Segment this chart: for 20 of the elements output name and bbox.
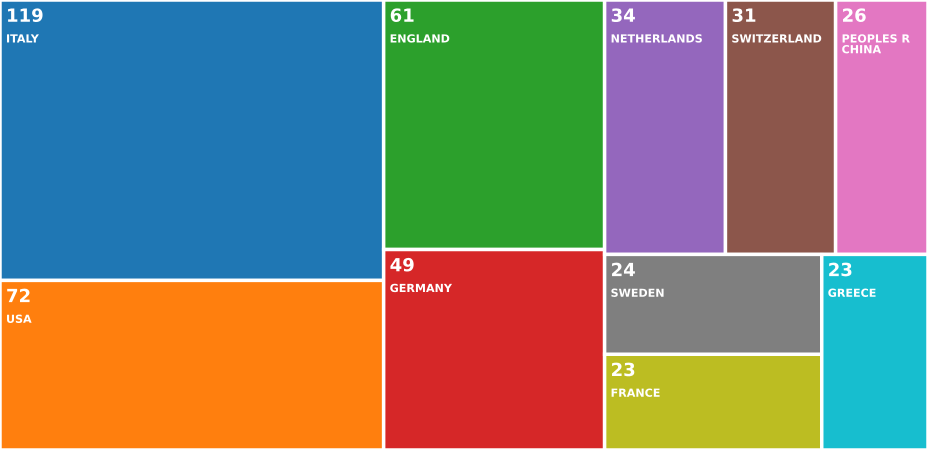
data-label: 23 [829,262,852,276]
data-label: 61 [390,8,414,22]
data-label: 31 [732,8,756,22]
data-label: 26 [843,8,866,22]
category-label: ITALY [7,34,39,42]
data-label: 49 [390,258,414,272]
category-label: SWEDEN [611,288,664,297]
category-label: FRANCE [612,388,660,397]
category-label: GERMANY [390,284,452,292]
data-label: 119 [8,8,43,22]
category-label: ENGLAND [390,34,450,43]
category-label: NETHERLANDS [612,34,702,43]
category-label: PEOPLES R CHINA [842,34,910,54]
category-label: GREECE [828,288,876,297]
data-label: 72 [7,288,30,302]
category-label: USA [7,314,32,323]
category-label: SWITZERLAND [732,34,822,43]
data-label: 24 [612,262,635,276]
data-label: 23 [612,362,634,376]
data-label: 34 [612,8,635,22]
